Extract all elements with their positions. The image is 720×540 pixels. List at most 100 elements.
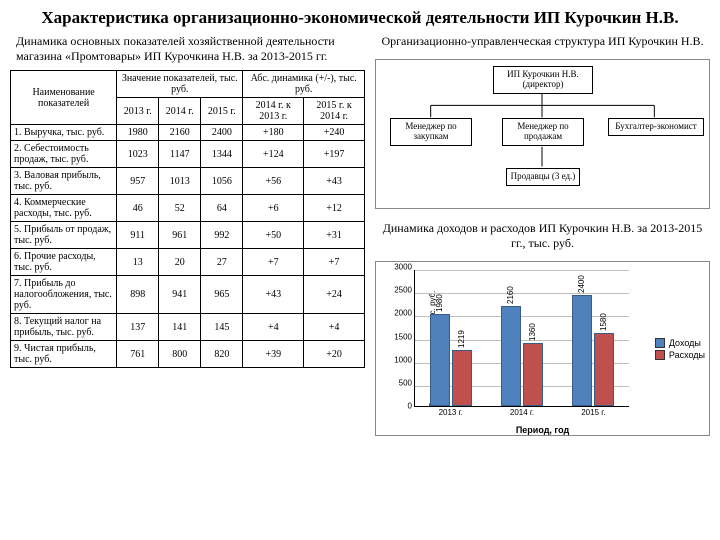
table-cell: 820 (201, 341, 243, 368)
left-column: Динамика основных показателей хозяйствен… (10, 32, 365, 436)
bar-value-label: 1219 (457, 330, 466, 348)
table-cell: +24 (304, 276, 365, 314)
table-row: 8. Текущий налог на прибыль, тыс. руб.13… (11, 314, 365, 341)
table-cell: +240 (304, 125, 365, 141)
xtick: 2014 г. (510, 406, 534, 417)
ytick: 2000 (394, 309, 415, 318)
chart-subtitle: Динамика доходов и расходов ИП Курочкин … (375, 219, 710, 257)
table-cell: 961 (159, 222, 201, 249)
org-mid-1: Менеджер по продажам (502, 118, 584, 146)
col-delta-group: Абс. динамика (+/-), тыс. руб. (243, 71, 365, 98)
table-cell: 1344 (201, 141, 243, 168)
ytick: 0 (408, 402, 415, 411)
table-cell: 52 (159, 195, 201, 222)
table-cell: 64 (201, 195, 243, 222)
legend-swatch (655, 350, 665, 360)
table-cell: 145 (201, 314, 243, 341)
table-cell: 1013 (159, 168, 201, 195)
table-row: 4. Коммерческие расходы, тыс. руб.465264… (11, 195, 365, 222)
table-cell: 957 (117, 168, 159, 195)
gridline (415, 293, 629, 294)
table-row: 1. Выручка, тыс. руб.198021602400+180+24… (11, 125, 365, 141)
org-mid-2: Бухгалтер-экономист (608, 118, 704, 136)
page-title: Характеристика организационно-экономичес… (0, 0, 720, 32)
table-cell: 20 (159, 249, 201, 276)
chart-plot: 050010001500200025003000198012192013 г.2… (414, 270, 629, 407)
table-cell: 2160 (159, 125, 201, 141)
table-cell: +124 (243, 141, 304, 168)
col-2013: 2013 г. (117, 98, 159, 125)
content-row: Динамика основных показателей хозяйствен… (0, 32, 720, 436)
table-cell: +20 (304, 341, 365, 368)
row-label: 7. Прибыль до налогообложения, тыс. руб. (11, 276, 117, 314)
row-label: 5. Прибыль от продаж, тыс. руб. (11, 222, 117, 249)
table-cell: 992 (201, 222, 243, 249)
table-cell: 761 (117, 341, 159, 368)
gridline (415, 270, 629, 271)
xtick: 2015 г. (581, 406, 605, 417)
col-values-group: Значение показателей, тыс. руб. (117, 71, 243, 98)
bar-chart: Значение показателя, тыс. руб. 050010001… (375, 261, 710, 436)
org-root: ИП Курочкин Н.В. (директор) (493, 66, 593, 94)
legend-swatch (655, 338, 665, 348)
bar-value-label: 1360 (528, 323, 537, 341)
legend-item: Расходы (655, 350, 705, 360)
bar (452, 350, 472, 406)
legend-label: Доходы (669, 338, 701, 348)
row-label: 8. Текущий налог на прибыль, тыс. руб. (11, 314, 117, 341)
row-label: 9. Чистая прибыль, тыс. руб. (11, 341, 117, 368)
table-cell: 911 (117, 222, 159, 249)
table-cell: +39 (243, 341, 304, 368)
table-cell: 13 (117, 249, 159, 276)
table-cell: 141 (159, 314, 201, 341)
table-cell: 46 (117, 195, 159, 222)
table-cell: +43 (304, 168, 365, 195)
bar (430, 314, 450, 406)
table-cell: 800 (159, 341, 201, 368)
col-2015: 2015 г. (201, 98, 243, 125)
table-cell: 1056 (201, 168, 243, 195)
chart-legend: Доходы Расходы (655, 336, 705, 362)
table-cell: +56 (243, 168, 304, 195)
table-cell: +50 (243, 222, 304, 249)
bar (523, 343, 543, 406)
table-cell: +31 (304, 222, 365, 249)
row-label: 2. Себестоимость продаж, тыс. руб. (11, 141, 117, 168)
col-d1: 2014 г. к 2013 г. (243, 98, 304, 125)
row-label: 6. Прочие расходы, тыс. руб. (11, 249, 117, 276)
col-name: Наименование показателей (11, 71, 117, 125)
table-cell: +180 (243, 125, 304, 141)
bar-value-label: 1980 (435, 294, 444, 312)
ytick: 2500 (394, 286, 415, 295)
table-cell: +43 (243, 276, 304, 314)
table-cell: 1023 (117, 141, 159, 168)
bar-value-label: 2160 (506, 286, 515, 304)
legend-item: Доходы (655, 338, 705, 348)
chart-xlabel: Период, год (516, 425, 569, 435)
table-cell: +6 (243, 195, 304, 222)
row-label: 4. Коммерческие расходы, тыс. руб. (11, 195, 117, 222)
table-cell: 941 (159, 276, 201, 314)
table-cell: 2400 (201, 125, 243, 141)
financial-table: Наименование показателей Значение показа… (10, 70, 365, 368)
table-cell: +7 (243, 249, 304, 276)
table-row: 6. Прочие расходы, тыс. руб.132027+7+7 (11, 249, 365, 276)
table-cell: 1147 (159, 141, 201, 168)
table-cell: 1980 (117, 125, 159, 141)
col-d2: 2015 г. к 2014 г. (304, 98, 365, 125)
bar-value-label: 2400 (577, 275, 586, 293)
table-row: 9. Чистая прибыль, тыс. руб.761800820+39… (11, 341, 365, 368)
org-subtitle: Организационно-управленческая структура … (375, 32, 710, 55)
table-cell: +197 (304, 141, 365, 168)
ytick: 1500 (394, 332, 415, 341)
legend-label: Расходы (669, 350, 705, 360)
right-column: Организационно-управленческая структура … (365, 32, 710, 436)
org-leaf: Продавцы (3 ед.) (506, 168, 580, 186)
table-row: 7. Прибыль до налогообложения, тыс. руб.… (11, 276, 365, 314)
table-cell: +12 (304, 195, 365, 222)
org-chart: ИП Курочкин Н.В. (директор) Менеджер по … (375, 59, 710, 209)
table-cell: 137 (117, 314, 159, 341)
bar (594, 333, 614, 406)
table-cell: 965 (201, 276, 243, 314)
row-label: 1. Выручка, тыс. руб. (11, 125, 117, 141)
